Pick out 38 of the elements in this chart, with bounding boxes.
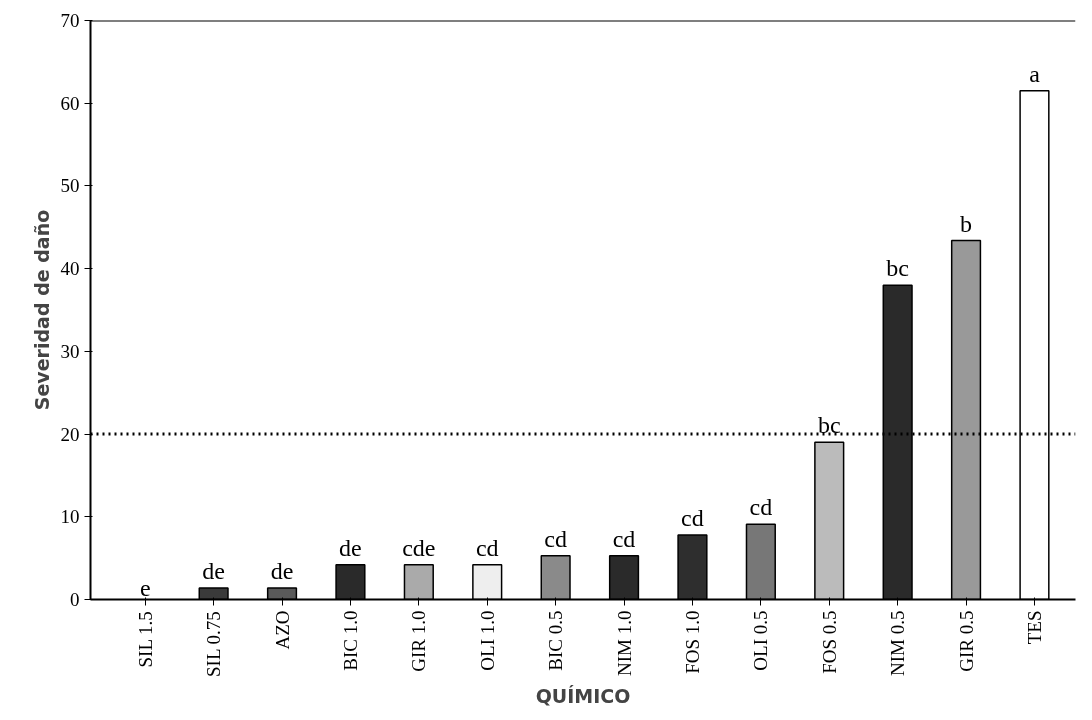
x-tick-label: OLI 1.0 [476, 610, 498, 671]
x-tick-label: SIL 1.5 [134, 611, 156, 668]
y-tick-label: 10 [60, 506, 80, 528]
x-tick-label: OLI 0.5 [750, 610, 772, 671]
annotation: cd [544, 525, 567, 552]
y-tick-label: 0 [70, 589, 80, 610]
y-tick-label: 30 [60, 340, 80, 362]
x-tick-label: SIL 0.75 [203, 611, 225, 677]
x-tick-label: NIM 1.0 [613, 610, 635, 676]
annotation: cd [475, 534, 499, 561]
x-tick-label: AZO [271, 610, 293, 650]
annotation: cd [749, 494, 773, 521]
x-tick-label: FOS 0.5 [818, 610, 840, 674]
y-tick-label: 40 [60, 258, 80, 280]
annotation: cde [402, 534, 436, 561]
annotation: bc [817, 412, 841, 439]
x-tick-label: NIM 0.5 [887, 610, 909, 676]
annotation: a [1029, 60, 1041, 87]
y-tick-label: 20 [60, 423, 80, 445]
x-tick-label: BIC 0.5 [545, 610, 567, 671]
y-tick-label: 50 [60, 175, 80, 197]
annotation: cd [612, 525, 636, 552]
annotation: de [202, 557, 225, 584]
x-tick-label: GIR 1.0 [408, 610, 430, 672]
x-tick-label: TES [1023, 610, 1045, 645]
annotation: bc [886, 255, 909, 282]
annotation: b [960, 210, 973, 237]
annotation: cd [681, 504, 704, 531]
x-tick-label: FOS 1.0 [681, 610, 703, 674]
x-tick-label: BIC 1.0 [339, 610, 361, 671]
annotation: e [139, 574, 151, 601]
annotation: de [270, 557, 294, 584]
x-axis-title: QUÍMICO [535, 685, 631, 707]
x-tick-label: GIR 0.5 [955, 610, 977, 672]
y-tick-label: 60 [60, 92, 80, 114]
annotation: de [339, 534, 362, 561]
y-tick-label: 70 [60, 10, 80, 31]
y-axis-title: Severidad de daño [30, 209, 53, 411]
